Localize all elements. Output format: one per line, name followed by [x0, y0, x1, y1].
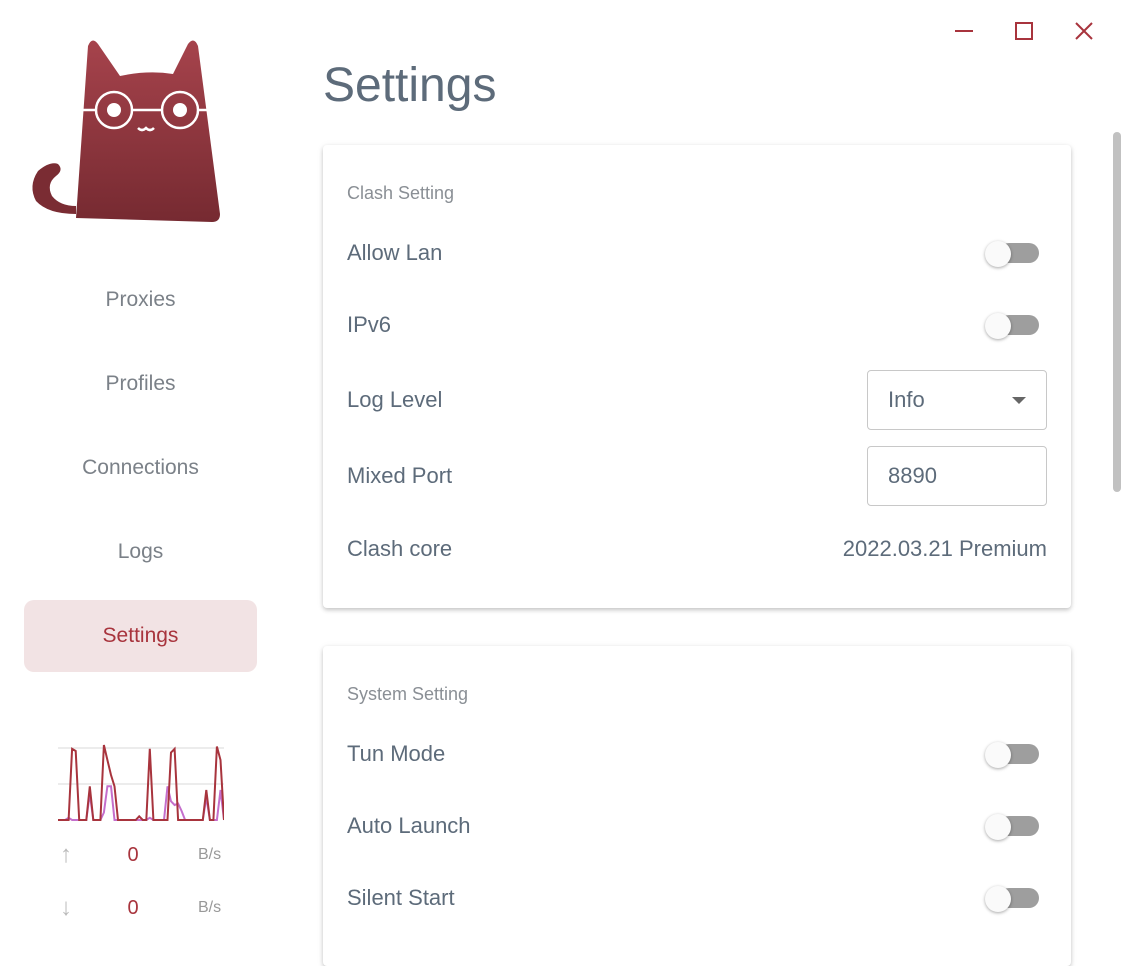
system-setting-card: System Setting Tun Mode Auto Launch Sile…	[323, 646, 1071, 966]
upload-series-line	[58, 744, 224, 821]
close-icon	[1075, 22, 1093, 40]
card-title: System Setting	[347, 683, 469, 704]
clash-core-value: 2022.03.21 Premium	[842, 536, 1047, 561]
clash-setting-card: Clash Setting Allow Lan IPv6 Log Level I…	[323, 145, 1071, 608]
download-series-line	[58, 785, 224, 821]
auto-launch-toggle[interactable]	[985, 814, 1041, 840]
log-level-label: Log Level	[347, 387, 443, 412]
scrollbar[interactable]	[1113, 132, 1121, 492]
download-speed: ↓ 0 B/s	[60, 893, 230, 923]
arrow-up-icon: ↑	[60, 841, 72, 868]
log-level-select[interactable]: Info	[867, 370, 1047, 430]
upload-unit: B/s	[198, 846, 222, 863]
clash-core-row: Clash core 2022.03.21 Premium	[347, 513, 1047, 585]
upload-value: 0	[127, 843, 139, 866]
auto-launch-row: Auto Launch	[347, 790, 1047, 862]
auto-launch-label: Auto Launch	[347, 813, 471, 838]
ipv6-toggle[interactable]	[985, 313, 1041, 339]
mixed-port-label: Mixed Port	[347, 463, 453, 488]
ipv6-row: IPv6	[347, 289, 1047, 361]
download-unit: B/s	[198, 899, 222, 916]
nav-item-proxies[interactable]: Proxies	[105, 288, 176, 311]
silent-start-row: Silent Start	[347, 862, 1047, 934]
mixed-port-input[interactable]: 8890	[867, 446, 1047, 506]
cat-logo	[32, 40, 220, 222]
silent-start-toggle[interactable]	[985, 886, 1041, 912]
minimize-button[interactable]	[944, 16, 984, 46]
sidebar: Proxies Profiles Connections Logs Settin…	[0, 0, 282, 937]
close-button[interactable]	[1064, 16, 1104, 46]
caret-down-icon	[1012, 396, 1026, 404]
nav-item-connections[interactable]: Connections	[82, 456, 199, 479]
traffic-graph	[58, 744, 224, 821]
window-controls	[944, 16, 1104, 46]
ipv6-label: IPv6	[347, 312, 392, 337]
silent-start-label: Silent Start	[347, 885, 455, 910]
mixed-port-value: 8890	[888, 463, 937, 488]
minimize-icon	[955, 30, 973, 32]
download-value: 0	[127, 896, 139, 919]
nav-menu: Proxies Profiles Connections Logs Settin…	[24, 264, 257, 684]
tun-mode-label: Tun Mode	[347, 741, 446, 766]
nav-item-profiles[interactable]: Profiles	[105, 372, 176, 395]
nav-item-settings[interactable]: Settings	[24, 600, 257, 672]
mixed-port-row: Mixed Port 8890	[347, 439, 1047, 513]
allow-lan-toggle[interactable]	[985, 241, 1041, 267]
tun-mode-row: Tun Mode	[347, 718, 1047, 790]
log-level-value: Info	[888, 387, 925, 412]
maximize-button[interactable]	[1004, 16, 1044, 46]
log-level-row: Log Level Info	[347, 361, 1047, 439]
clash-core-label: Clash core	[347, 536, 453, 561]
card-title: Clash Setting	[347, 182, 455, 203]
allow-lan-row: Allow Lan	[347, 217, 1047, 289]
allow-lan-label: Allow Lan	[347, 240, 443, 265]
arrow-down-icon: ↓	[60, 894, 72, 921]
tun-mode-toggle[interactable]	[985, 742, 1041, 768]
maximize-icon	[1015, 22, 1033, 40]
page-title: Settings	[323, 59, 497, 112]
nav-item-logs[interactable]: Logs	[117, 540, 164, 563]
upload-speed: ↑ 0 B/s	[60, 840, 230, 870]
